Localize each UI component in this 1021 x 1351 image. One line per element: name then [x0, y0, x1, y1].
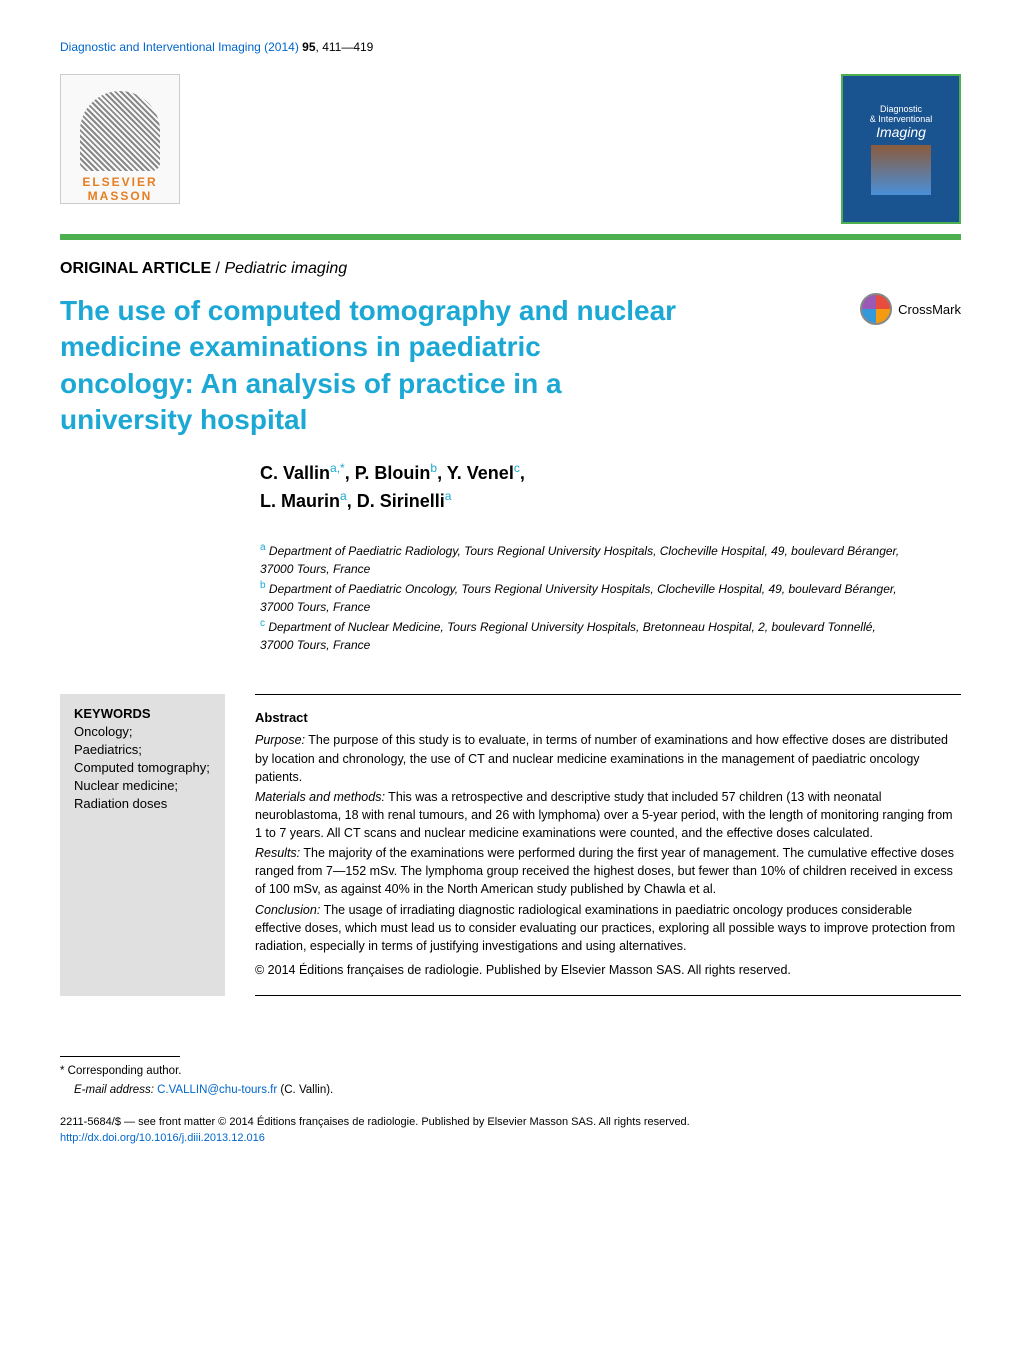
abstract-copyright: © 2014 Éditions françaises de radiologie… — [255, 961, 961, 979]
journal-header: Diagnostic and Interventional Imaging (2… — [60, 40, 961, 54]
article-type-section: Pediatric imaging — [224, 260, 347, 277]
author-3: , Y. Venel — [437, 463, 514, 483]
crossmark-badge[interactable]: CrossMark — [860, 293, 961, 325]
elsevier-text: ELSEVIER — [82, 175, 157, 189]
logos-row: ELSEVIER MASSON Diagnostic & Interventio… — [60, 74, 961, 240]
crossmark-icon — [860, 293, 892, 325]
abstract-methods: Materials and methods: This was a retros… — [255, 788, 961, 842]
abstract-box: Abstract Purpose: The purpose of this st… — [255, 694, 961, 996]
journal-year: (2014) — [264, 40, 299, 54]
article-type-separator: / — [211, 260, 224, 277]
journal-volume: 95 — [302, 40, 315, 54]
author-5: , D. Sirinelli — [347, 491, 445, 511]
author-1: C. Vallin — [260, 463, 330, 483]
article-type: ORIGINAL ARTICLE / Pediatric imaging — [60, 260, 961, 278]
front-matter-line: 2211-5684/$ — see front matter © 2014 Éd… — [60, 1114, 961, 1131]
article-type-original: ORIGINAL ARTICLE — [60, 260, 211, 277]
elsevier-masson-logo[interactable]: ELSEVIER MASSON — [60, 74, 180, 204]
results-label: Results: — [255, 846, 300, 860]
affiliation-b: b Department of Paediatric Oncology, Tou… — [260, 578, 900, 616]
email-suffix: (C. Vallin). — [277, 1084, 333, 1096]
author-2: , P. Blouin — [345, 463, 431, 483]
cover-title: Imaging — [876, 124, 926, 140]
methods-label: Materials and methods: — [255, 790, 385, 804]
keyword-item: Paediatrics; — [74, 741, 211, 759]
authors-block: C. Vallina,*, P. Blouinb, Y. Venelc, L. … — [260, 459, 961, 515]
keyword-item: Computed tomography; — [74, 759, 211, 777]
title-row: The use of computed tomography and nucle… — [60, 293, 961, 439]
keyword-item: Oncology; — [74, 723, 211, 741]
affil-a-text: Department of Paediatric Radiology, Tour… — [260, 544, 899, 576]
journal-name-link[interactable]: Diagnostic and Interventional Imaging — [60, 40, 261, 54]
abstract-heading: Abstract — [255, 709, 961, 728]
keyword-item: Nuclear medicine; — [74, 777, 211, 795]
masson-text: MASSON — [88, 189, 153, 203]
email-line: E-mail address: C.VALLIN@chu-tours.fr (C… — [74, 1082, 961, 1099]
cover-line1: Diagnostic — [880, 104, 922, 114]
affil-c-text: Department of Nuclear Medicine, Tours Re… — [260, 620, 876, 652]
corresponding-author-note: * Corresponding author. — [60, 1063, 961, 1080]
conclusion-text: The usage of irradiating diagnostic radi… — [255, 903, 955, 953]
keywords-box: KEYWORDS Oncology; Paediatrics; Computed… — [60, 694, 225, 996]
author-5-affil: a — [445, 489, 452, 503]
purpose-text: The purpose of this study is to evaluate… — [255, 733, 948, 783]
author-4: L. Maurin — [260, 491, 340, 511]
author-1-affil: a,* — [330, 461, 345, 475]
email-label: E-mail address: — [74, 1084, 157, 1096]
conclusion-label: Conclusion: — [255, 903, 320, 917]
journal-page-range: 411—419 — [322, 40, 373, 54]
author-4-affil: a — [340, 489, 347, 503]
footnote-rule — [60, 1056, 180, 1057]
article-title: The use of computed tomography and nucle… — [60, 293, 680, 439]
cover-image-icon — [871, 145, 931, 195]
abstract-conclusion: Conclusion: The usage of irradiating dia… — [255, 901, 961, 955]
crossmark-label: CrossMark — [898, 302, 961, 317]
keywords-heading: KEYWORDS — [74, 706, 211, 721]
author-comma: , — [520, 463, 525, 483]
page-footer: * Corresponding author. E-mail address: … — [60, 1056, 961, 1147]
affiliations-block: a Department of Paediatric Radiology, To… — [260, 540, 900, 654]
elsevier-tree-icon — [80, 91, 160, 171]
keyword-item: Radiation doses — [74, 795, 211, 813]
abstract-purpose: Purpose: The purpose of this study is to… — [255, 731, 961, 785]
purpose-label: Purpose: — [255, 733, 305, 747]
results-text: The majority of the examinations were pe… — [255, 846, 954, 896]
cover-line2: & Interventional — [870, 114, 933, 124]
affiliation-a: a Department of Paediatric Radiology, To… — [260, 540, 900, 578]
journal-cover-thumbnail[interactable]: Diagnostic & Interventional Imaging — [841, 74, 961, 224]
content-row: KEYWORDS Oncology; Paediatrics; Computed… — [60, 694, 961, 996]
doi-link[interactable]: http://dx.doi.org/10.1016/j.diii.2013.12… — [60, 1130, 961, 1147]
abstract-results: Results: The majority of the examination… — [255, 844, 961, 898]
corresponding-email-link[interactable]: C.VALLIN@chu-tours.fr — [157, 1084, 277, 1096]
affiliation-c: c Department of Nuclear Medicine, Tours … — [260, 616, 900, 654]
affil-b-text: Department of Paediatric Oncology, Tours… — [260, 582, 897, 614]
